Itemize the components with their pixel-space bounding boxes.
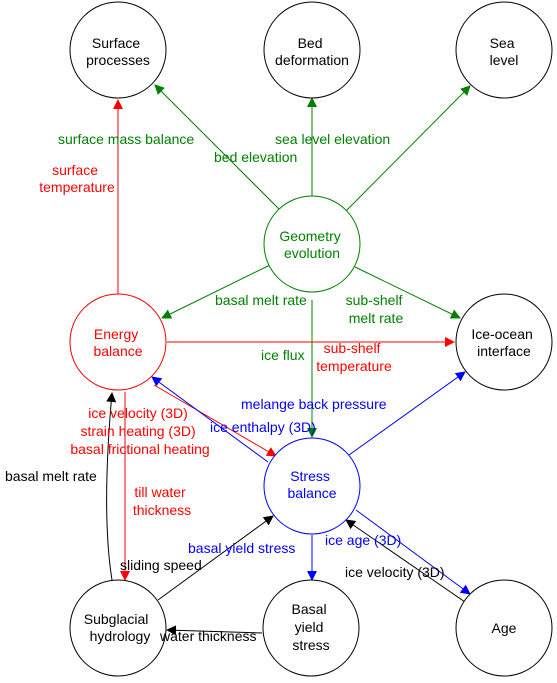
- label-till-water-thickness: till water thickness: [133, 484, 191, 518]
- label-basal-melt-rate-black: basal melt rate: [5, 468, 97, 484]
- label-ice-enthalpy: ice enthalpy (3D): [210, 419, 316, 435]
- svg-text:Ice-ocean interface: Ice-ocean interface: [471, 326, 536, 359]
- edge-geometry-to-energy: [161, 264, 271, 319]
- edge-age-to-stress: [345, 519, 466, 603]
- svg-text:Sea level: Sea level: [490, 35, 519, 68]
- label-surface-mass-balance: surface mass balance: [58, 131, 194, 147]
- edge-stress-to-ice-ocean: [348, 371, 466, 456]
- label-bed-elevation: bed elevation: [214, 149, 297, 165]
- edge-hydrology-to-stress: [157, 515, 274, 601]
- label-sea-level-elevation: sea level elevation: [275, 131, 390, 147]
- svg-text:Energy balance: Energy balance: [93, 326, 142, 359]
- label-water-thickness: water thickness: [159, 628, 256, 644]
- edge-energy-to-stress: [153, 384, 277, 457]
- node-bed-deformation: Bed deformation: [263, 1, 361, 99]
- svg-text:Stress balance: Stress balance: [287, 468, 336, 501]
- svg-text:Surface processes: Surface processes: [86, 35, 150, 68]
- svg-text:Subglacial hydrology: Subglacial hydrology: [84, 611, 153, 644]
- label-ice-velocity-black: ice velocity (3D): [345, 564, 445, 580]
- edge-geometry-to-sea: [342, 85, 471, 215]
- label-surface-temperature: surface temperature: [39, 162, 115, 195]
- label-ice-flux: ice flux: [261, 347, 305, 363]
- edge-stress-to-energy: [151, 376, 269, 463]
- label-sub-shelf-melt-rate: sub-shelf melt rate: [346, 292, 407, 326]
- label-melange-back-pressure: melange back pressure: [241, 396, 387, 412]
- edge-stress-to-age: [355, 509, 471, 595]
- label-basal-melt-rate-green: basal melt rate: [215, 292, 307, 308]
- node-surface-processes: Surface processes: [69, 1, 167, 99]
- label-ice-age: ice age (3D): [325, 532, 401, 548]
- node-subglacial-hydrology: Subglacial hydrology: [69, 579, 167, 677]
- edge-hydrology-to-energy: [106, 392, 117, 581]
- svg-text:Age: Age: [492, 620, 517, 636]
- label-ice-velocity-red: ice velocity (3D) strain heating (3D) ba…: [70, 405, 209, 457]
- label-sliding-speed: sliding speed: [120, 557, 202, 573]
- svg-text:Geometry evolution: Geometry evolution: [279, 228, 344, 261]
- node-stress-balance: Stress balance: [263, 437, 361, 535]
- node-energy-balance: Energy balance: [69, 293, 167, 391]
- edge-geometry-to-ice-ocean: [354, 266, 461, 319]
- svg-text:Basal yield stress: Basal yield stress: [292, 601, 331, 653]
- node-ice-ocean-interface: Ice-ocean interface: [455, 293, 553, 391]
- edge-geometry-to-surface: [154, 84, 286, 216]
- node-geometry-evolution: Geometry evolution: [263, 195, 361, 293]
- label-sub-shelf-temperature: sub-shelf temperature: [316, 340, 392, 374]
- svg-text:Bed deformation: Bed deformation: [275, 35, 349, 68]
- label-basal-yield-stress: basal yield stress: [188, 540, 295, 556]
- node-basal-yield-stress: Basal yield stress: [262, 579, 360, 677]
- node-age: Age: [455, 579, 553, 677]
- edge-basal-yield-to-hydrology: [166, 625, 263, 636]
- node-sea-level: Sea level: [455, 1, 553, 99]
